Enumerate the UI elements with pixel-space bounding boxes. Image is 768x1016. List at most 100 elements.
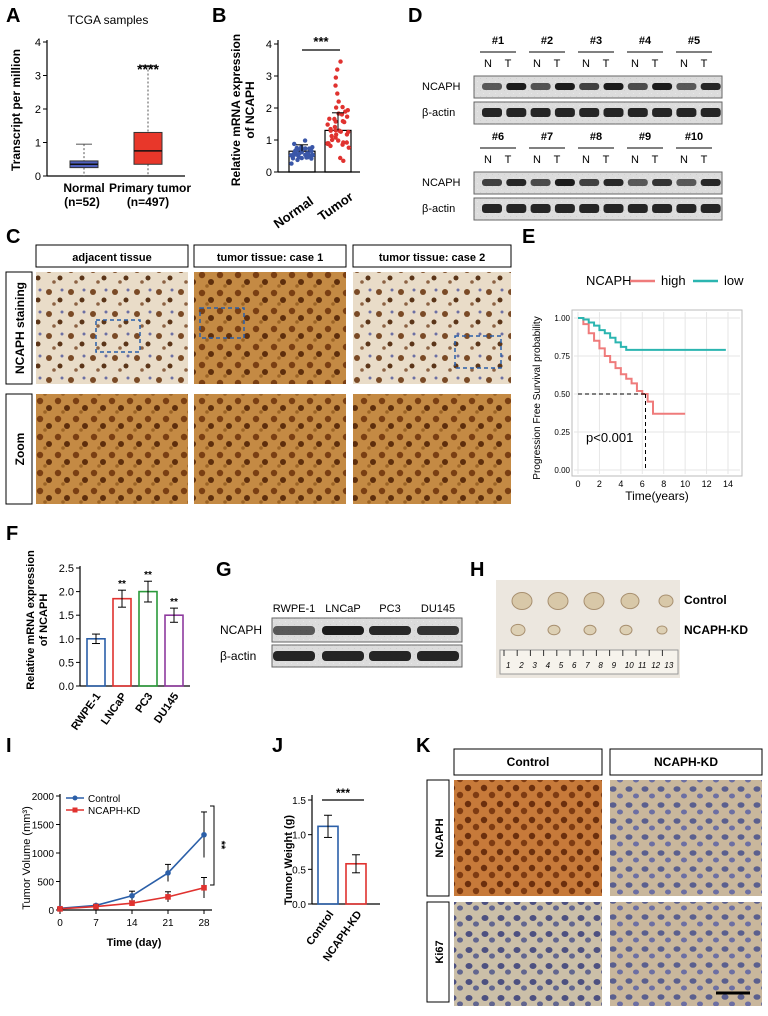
d-sample-label: #3 <box>590 35 602 47</box>
d-row1-headers: #1N T#2N T#3N T#4N T#5N T <box>480 35 712 70</box>
d-band-ncaph-1: NCAPH <box>422 81 461 93</box>
d-band-actin <box>579 108 600 117</box>
k-header-box-1 <box>453 748 603 776</box>
y-tick-label: 0.0 <box>292 900 306 911</box>
d-band-actin <box>579 204 600 213</box>
d-lane-n: N <box>680 58 688 70</box>
h-ruler-number: 13 <box>664 661 673 670</box>
data-point <box>328 143 333 149</box>
data-point <box>295 157 300 163</box>
panel-letter-i: I <box>6 735 12 757</box>
g-band-ncaph <box>273 626 315 635</box>
d-band-ncaph <box>700 179 721 186</box>
d-band-actin <box>676 108 697 117</box>
d-band-actin <box>652 108 673 117</box>
k-image-kd-ki67 <box>610 902 762 1006</box>
d-lane-t: T <box>652 154 659 166</box>
d-lane-t: T <box>603 58 610 70</box>
e-legend-high: high <box>661 273 686 288</box>
h-ruler-number: 4 <box>546 661 551 670</box>
g-lane-labels: RWPE-1 LNCaP PC3 DU145 <box>273 603 455 615</box>
data-point <box>346 129 351 135</box>
f-y-ticks: 0.0 0.5 1.0 1.5 2.0 2.5 <box>59 563 80 693</box>
b-y-ticks: 0 1 2 3 4 <box>266 39 278 179</box>
data-point <box>333 83 338 88</box>
h-tumor-control <box>511 592 533 610</box>
data-point <box>344 114 350 119</box>
k-image-control-ki67 <box>454 902 602 1006</box>
g-band-actin <box>417 651 459 661</box>
i-point <box>57 906 63 912</box>
g-band-ncaph <box>417 626 459 635</box>
i-x-tick-label: 0 <box>57 918 63 929</box>
d-sample-label: #5 <box>688 35 700 47</box>
d-sample-label: #8 <box>590 131 602 143</box>
data-point <box>340 142 345 147</box>
h-ruler-number: 10 <box>625 661 634 670</box>
data-point <box>310 152 315 158</box>
i-legend-control: Control <box>88 794 120 805</box>
mean-bar <box>324 129 352 173</box>
h-ruler <box>499 649 679 675</box>
d-lane-n: N <box>484 58 492 70</box>
h-tumor-control <box>547 592 569 610</box>
panel-g-western: RWPE-1 LNCaP PC3 DU145 NCAPH β-actin <box>220 603 463 668</box>
data-point <box>332 116 337 122</box>
d-band-ncaph <box>627 83 648 90</box>
f-bar <box>86 637 106 687</box>
e-x-tick-label: 14 <box>723 479 733 489</box>
y-tick-label: 0 <box>266 167 272 179</box>
panel-letter-k: K <box>416 735 431 757</box>
d-band-ncaph <box>506 83 527 90</box>
y-tick-label: 3 <box>266 71 272 83</box>
d-sample-label: #6 <box>492 131 504 143</box>
y-tick-label: 0 <box>35 171 41 183</box>
d-band-ncaph <box>603 179 624 186</box>
g-band-ncaph: NCAPH <box>220 623 262 637</box>
d-band-actin <box>530 108 551 117</box>
d-lane-t: T <box>554 58 561 70</box>
d-lane-t: T <box>505 154 512 166</box>
e-y-tick-label: 1.00 <box>554 314 570 323</box>
a-title: TCGA samples <box>68 13 149 27</box>
d-band-ncaph <box>482 179 502 186</box>
i-ylabel: Tumor Volume (mm³) <box>21 806 33 910</box>
data-point <box>305 155 310 160</box>
d-lane-t: T <box>652 58 659 70</box>
y-tick-label: 500 <box>37 878 54 889</box>
i-x-tick-label: 21 <box>162 918 174 929</box>
g-lane-label: PC3 <box>379 603 400 615</box>
data-point <box>291 152 296 158</box>
g-band-ncaph <box>322 626 364 635</box>
data-point <box>302 138 308 143</box>
y-tick-label: 0.5 <box>59 657 74 669</box>
d-band-actin <box>506 204 527 213</box>
d-bands <box>482 83 721 213</box>
g-bands <box>273 626 459 661</box>
data-point <box>339 112 345 117</box>
data-point <box>341 158 346 164</box>
k-header-control: Control <box>507 755 550 769</box>
box-primary-tumor <box>133 131 163 165</box>
d-band-ncaph <box>530 83 551 90</box>
data-point <box>338 155 343 161</box>
d-band-actin <box>482 108 502 117</box>
d-band-actin <box>627 204 648 213</box>
h-ruler-number: 2 <box>518 661 524 670</box>
d-band-ncaph <box>652 83 673 90</box>
a-significance: **** <box>137 61 159 77</box>
d-sample-label: #2 <box>541 35 553 47</box>
panel-letter-h: H <box>470 559 484 581</box>
a-group-label-tumor: Primary tumor <box>109 181 191 195</box>
panel-e-km: NCAPH high low Progression Free Survival… <box>532 273 744 503</box>
c-zoom-case2 <box>353 394 511 504</box>
y-tick-label: 1.5 <box>292 796 306 807</box>
g-band-ncaph <box>369 626 411 635</box>
h-ruler-number: 5 <box>559 661 564 670</box>
y-tick-label: 2 <box>35 104 41 116</box>
h-ruler-number: 11 <box>638 661 646 670</box>
f-bar <box>138 590 158 687</box>
c-image-case2 <box>353 272 511 384</box>
i-legend: Control NCAPH-KD <box>66 794 140 817</box>
data-point <box>325 122 330 127</box>
